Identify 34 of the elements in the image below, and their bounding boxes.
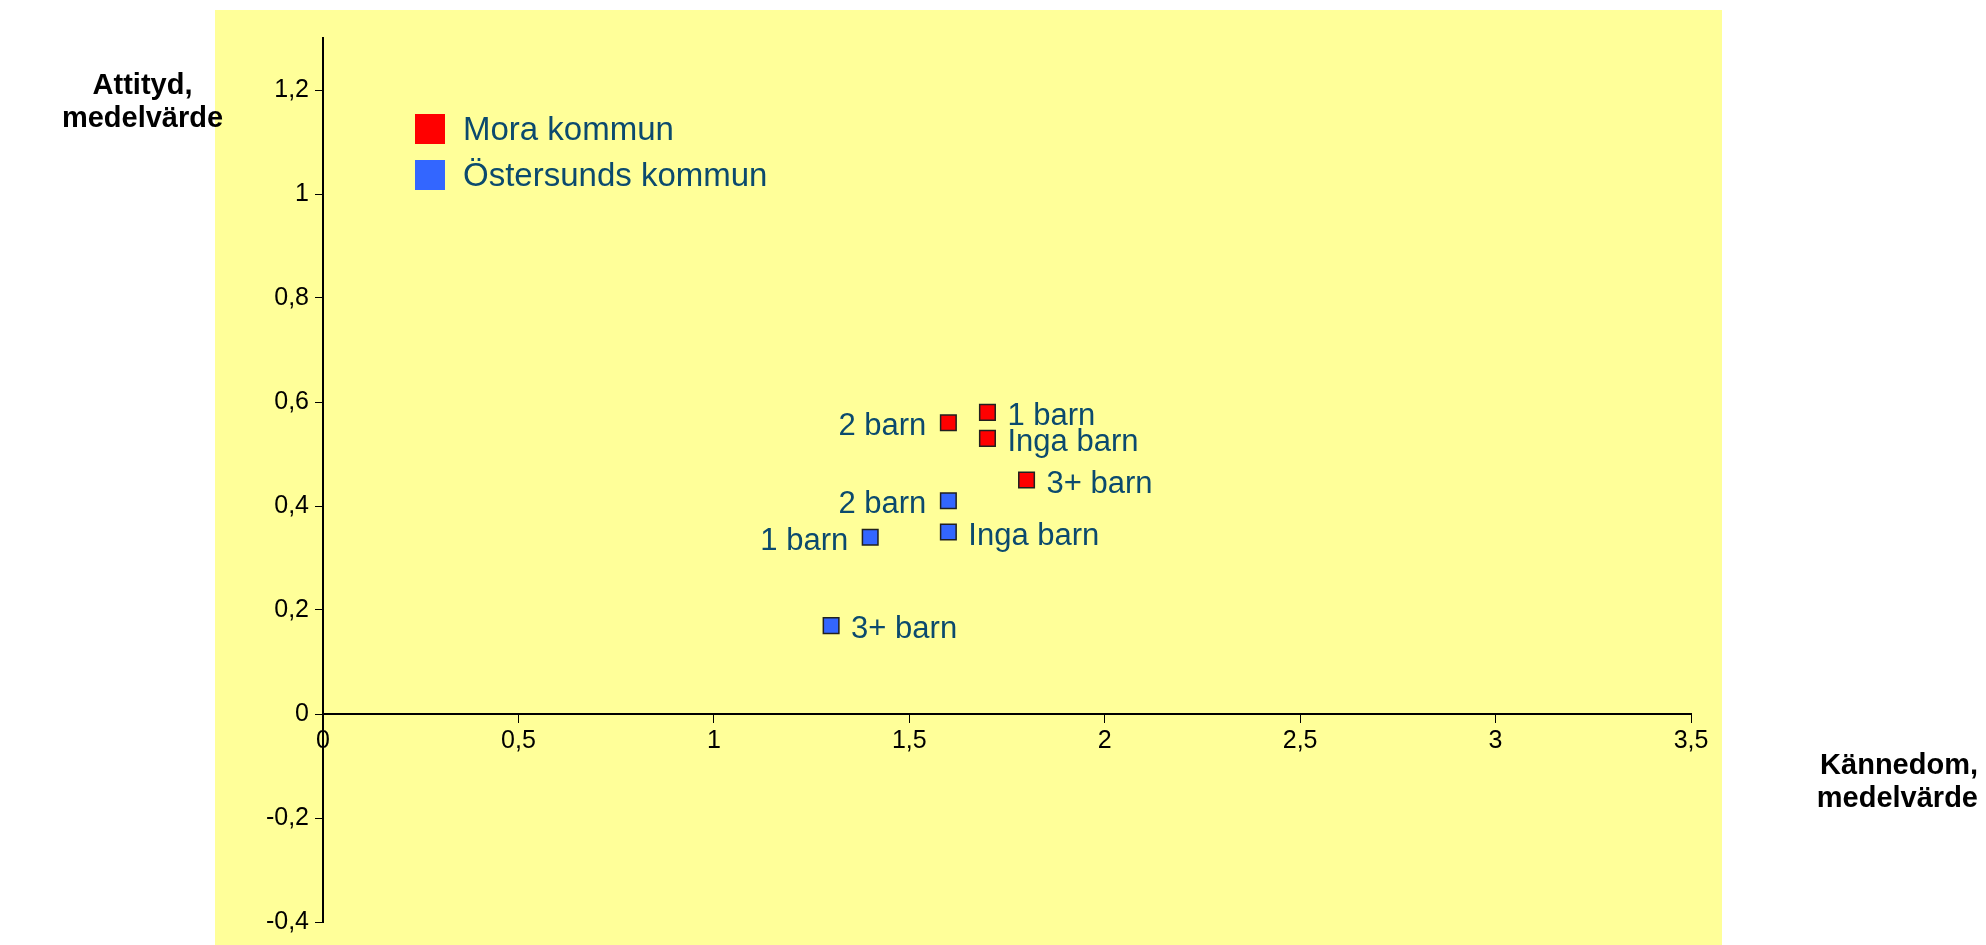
x-tick-label: 0,5 — [501, 724, 536, 753]
y-axis-title: Attityd, medelvärde — [60, 68, 225, 135]
legend-label: Mora kommun — [463, 110, 674, 148]
point — [939, 523, 957, 541]
annotation: 2 barn — [838, 485, 927, 521]
y-tick-label: 0 — [295, 697, 309, 726]
annotation: 3+ barn — [851, 610, 958, 646]
y-tick-label: -0,2 — [265, 801, 309, 830]
point — [978, 429, 996, 447]
x-tick-label: 3 — [1488, 724, 1503, 753]
point — [939, 414, 957, 432]
y-tick-label: 0,4 — [274, 489, 310, 518]
y-tick-label: 0,8 — [274, 281, 309, 310]
x-tick-label: 1,5 — [891, 724, 927, 753]
annotation: 1 barn — [760, 521, 849, 557]
legend-label: Östersunds kommun — [463, 156, 768, 194]
y-tick-label: 1 — [295, 177, 309, 206]
x-tick-label: 1 — [706, 724, 721, 753]
point — [939, 492, 957, 510]
point — [978, 403, 996, 421]
annotation: 2 barn — [838, 407, 927, 443]
y-tick-label: 0,6 — [274, 385, 309, 414]
x-axis-title: Kännedom, medelvärde — [1816, 748, 1978, 814]
annotation: 3+ barn — [1046, 464, 1153, 500]
point — [822, 617, 840, 635]
y-tick-label: 1,2 — [274, 73, 309, 102]
x-tick-label: 3,5 — [1673, 724, 1709, 753]
annotation: Inga barn — [968, 516, 1100, 552]
x-tick-label: 2 — [1097, 724, 1112, 753]
point — [1018, 471, 1036, 489]
y-tick-label: 0,2 — [274, 593, 309, 622]
y-tick-label: -0,4 — [265, 905, 310, 934]
x-tick-label: 2,5 — [1282, 724, 1318, 753]
point — [861, 528, 879, 546]
